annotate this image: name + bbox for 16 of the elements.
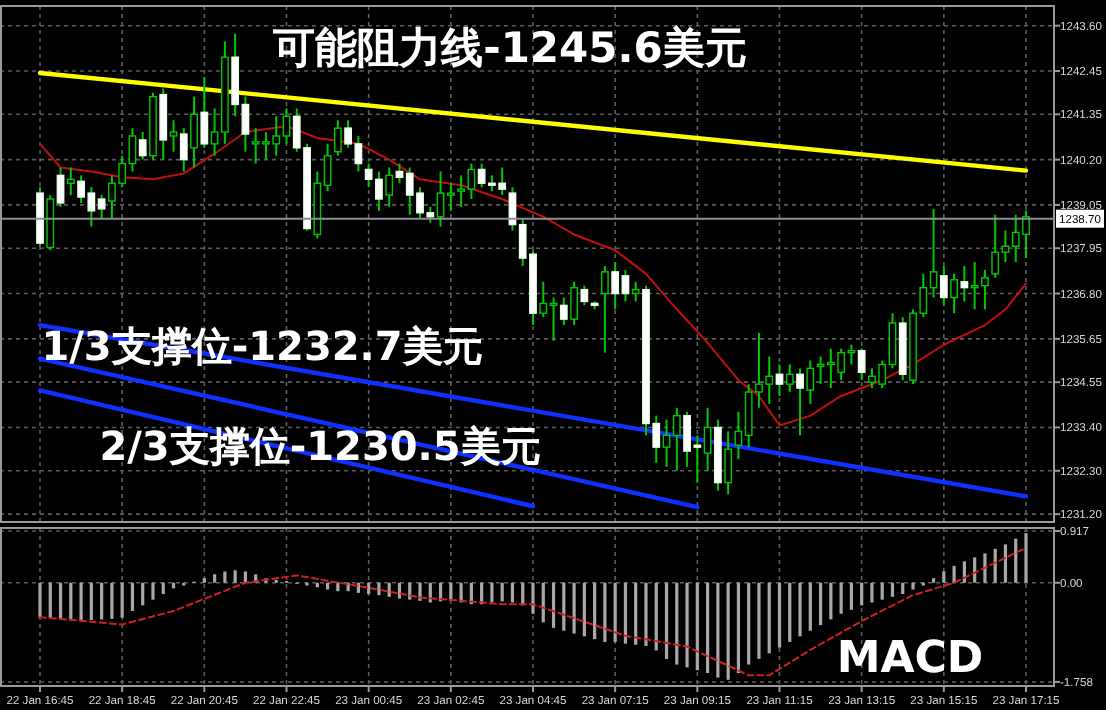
candlestick [333,119,342,157]
candlestick [724,430,733,496]
candlestick [785,363,794,394]
candlestick [950,272,958,315]
annotation: 可能阻力线-1245.6美元 [271,24,747,72]
candlestick [601,264,609,354]
text: MACD [836,634,984,684]
line-series [39,546,1027,677]
candlestick [385,166,394,208]
candlestick [66,166,75,197]
candlestick [703,406,712,472]
candlestick [570,280,578,327]
candlestick [190,95,198,169]
candlestick [631,280,640,303]
candlestick [806,359,815,405]
candlestick [169,119,178,153]
